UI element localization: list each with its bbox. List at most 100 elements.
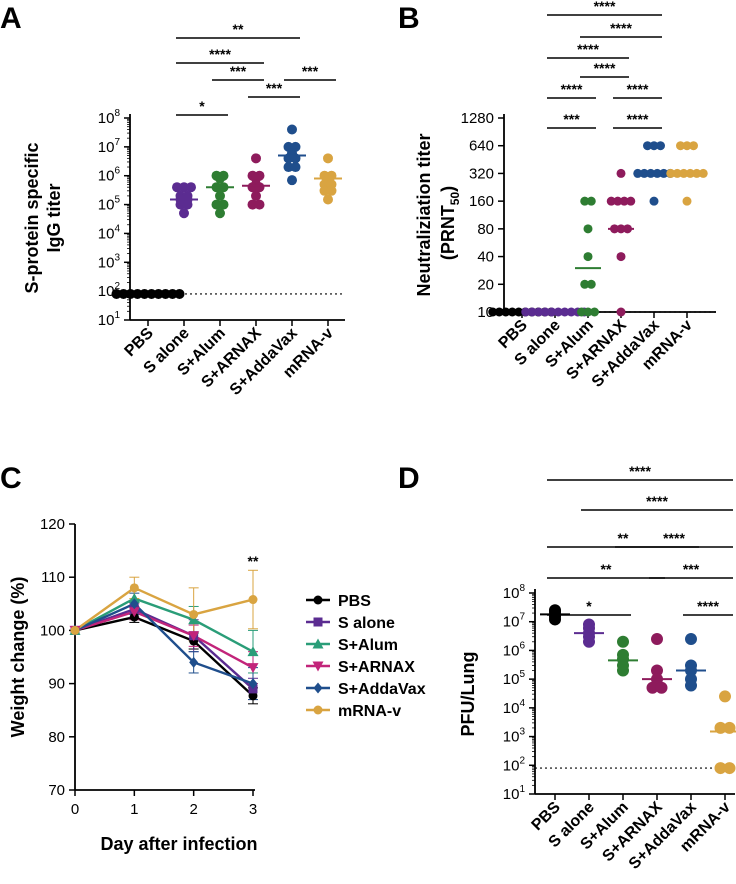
y-tick-label: 101 <box>503 784 526 803</box>
data-point <box>583 635 595 648</box>
y-tick-label: 103 <box>503 727 526 746</box>
data-point <box>323 153 333 164</box>
y-tick-label: 106 <box>503 640 526 659</box>
y-axis-label: Neutraliziation titer (PRNT50) <box>414 133 462 296</box>
significance-label: **** <box>209 46 231 62</box>
significance-label: **** <box>627 111 649 127</box>
data-point <box>534 307 544 317</box>
y-tick-label: 104 <box>98 223 121 242</box>
y-tick-label: 320 <box>469 165 494 182</box>
line-marker <box>313 705 323 715</box>
y-axis-label: Weight change (%) <box>8 577 28 738</box>
y-tick-label: 107 <box>98 137 121 156</box>
data-point <box>211 199 222 210</box>
data-point <box>172 182 182 193</box>
data-point <box>616 252 626 262</box>
line-marker <box>313 595 323 605</box>
data-point <box>215 173 225 184</box>
data-point <box>247 199 258 210</box>
significance-label: *** <box>266 80 283 96</box>
significance-label: **** <box>627 81 649 97</box>
significance-label: **** <box>629 463 651 479</box>
significance-label: *** <box>230 63 247 79</box>
data-point <box>125 288 136 299</box>
significance-label: * <box>586 598 592 614</box>
y-axis-label: PFU/Lung <box>458 652 478 737</box>
data-point <box>649 141 659 151</box>
legend-label: S alone <box>338 615 395 632</box>
data-point <box>714 762 727 775</box>
legend-label: mRNA-v <box>338 703 401 720</box>
x-tick-label: 0 <box>71 801 79 818</box>
y-tick-label: 102 <box>98 281 121 300</box>
data-point <box>719 690 731 703</box>
y-tick-label: 120 <box>40 516 65 533</box>
line-marker <box>70 625 80 635</box>
data-point <box>254 182 265 193</box>
y-tick-label: 90 <box>48 676 65 693</box>
data-point <box>583 224 593 234</box>
data-point <box>566 307 576 317</box>
line-marker <box>189 656 199 668</box>
y-tick-label: 101 <box>98 310 121 329</box>
data-point <box>521 307 531 317</box>
significance-label: ** <box>233 21 244 37</box>
data-point <box>580 279 590 289</box>
data-point <box>577 307 586 317</box>
significance-label: *** <box>683 561 700 577</box>
data-point <box>323 194 333 205</box>
line-marker <box>313 617 323 627</box>
panel-label-d: D <box>398 462 420 495</box>
data-point <box>287 175 297 186</box>
data-point <box>682 141 692 151</box>
line-marker <box>188 631 200 642</box>
data-point <box>182 199 193 210</box>
data-point <box>651 664 663 677</box>
legend-label: S+AddaVax <box>338 681 426 698</box>
data-point <box>488 307 498 317</box>
significance-label: * <box>199 98 205 114</box>
significance-label: **** <box>594 0 616 14</box>
chart-c: 70 80 90 100 110 120 0 1 2 3 Day after infection We… <box>8 516 426 854</box>
data-point <box>174 288 185 299</box>
y-tick-label: 40 <box>477 249 494 266</box>
y-tick-label: 106 <box>98 166 121 185</box>
data-point <box>682 196 692 206</box>
data-point <box>111 288 122 299</box>
y-tick-label: 20 <box>477 276 494 293</box>
data-point <box>723 762 736 775</box>
data-point <box>186 182 196 193</box>
significance-label: *** <box>302 63 319 79</box>
data-point <box>666 168 676 178</box>
data-point <box>580 196 590 206</box>
line-marker <box>128 592 140 603</box>
line-marker <box>129 583 139 593</box>
panel-label-b: B <box>398 2 420 35</box>
y-tick-label: 108 <box>98 108 121 127</box>
data-point <box>326 185 337 196</box>
data-point <box>633 168 643 178</box>
x-tick-label: 1 <box>130 801 138 818</box>
line-marker <box>248 595 258 605</box>
data-point <box>179 208 189 219</box>
data-point <box>254 199 265 210</box>
data-point <box>287 124 297 135</box>
y-tick-label: 108 <box>503 583 526 602</box>
y-tick-label: 107 <box>503 612 526 631</box>
y-tick-label: 103 <box>98 252 121 271</box>
significance-label: **** <box>561 81 583 97</box>
data-point <box>583 252 593 262</box>
significance-label: **** <box>646 493 668 509</box>
y-tick-label: 105 <box>98 195 121 214</box>
data-point <box>251 153 261 164</box>
data-point <box>527 307 537 317</box>
series-line <box>74 586 254 632</box>
data-point <box>613 196 623 206</box>
data-point <box>283 162 294 173</box>
line-marker <box>128 607 140 618</box>
significance-label: **** <box>594 60 616 76</box>
